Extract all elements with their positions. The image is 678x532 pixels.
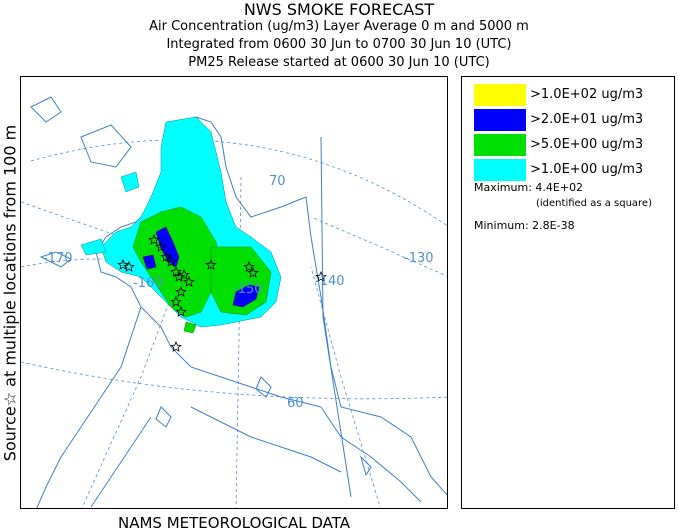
legend-label-1: >1.0E+00 ug/m3 <box>530 162 644 177</box>
label-lon-160: -160 <box>133 276 163 291</box>
legend-maximum: Maximum: 4.4E+02 <box>474 181 584 194</box>
legend-minimum: Minimum: 2.8E-38 <box>474 219 575 232</box>
smoke-plume <box>80 116 282 334</box>
source-side-label: Source☆ at multiple locations from 100 m <box>0 124 20 461</box>
label-lon-140: -140 <box>315 274 345 289</box>
label-lon-130: -130 <box>404 251 434 266</box>
source-star-marker <box>160 250 172 262</box>
label-lon-150: -150 <box>233 282 263 297</box>
source-star-marker <box>123 260 135 272</box>
subtitle-release: PM25 Release started at 0600 30 Jun 10 (… <box>188 55 490 70</box>
label-lon-170: -170 <box>43 251 73 266</box>
label-lat-60: 60 <box>287 396 304 411</box>
source-star-marker <box>155 240 167 252</box>
graticule <box>21 139 447 508</box>
footer-met-data: NAMS METEOROLOGICAL DATA <box>118 514 350 532</box>
source-star-marker <box>205 258 217 270</box>
source-star-marker <box>175 305 187 317</box>
legend-swatch-green <box>474 134 526 156</box>
graticule-labels: 70 -140 -130 -170 -160 -150 60 <box>43 174 434 411</box>
source-star-marker <box>170 295 182 307</box>
source-markers <box>117 233 327 352</box>
plume-20ug <box>155 226 180 268</box>
source-star-marker <box>247 266 259 278</box>
source-star-marker <box>170 340 182 352</box>
source-star-marker <box>117 258 129 270</box>
legend-panel: >1.0E+02 ug/m3 >2.0E+01 ug/m3 >5.0E+00 u… <box>461 76 675 509</box>
source-star-marker <box>243 260 255 272</box>
label-lat-70: 70 <box>269 174 286 189</box>
source-star-marker <box>178 268 190 280</box>
source-star-marker <box>148 233 160 245</box>
page-title: NWS SMOKE FORECAST <box>243 0 435 19</box>
source-star-marker <box>173 270 185 282</box>
source-star-marker <box>165 255 177 267</box>
legend-label-20: >2.0E+01 ug/m3 <box>530 112 644 127</box>
legend-label-5: >5.0E+00 ug/m3 <box>530 137 644 152</box>
legend-swatch-cyan <box>474 159 526 181</box>
source-side-label-container: Source☆ at multiple locations from 100 m <box>0 76 20 509</box>
legend-maximum-note: (identified as a square) <box>536 198 652 209</box>
legend-label-100: >1.0E+02 ug/m3 <box>530 87 644 102</box>
legend-swatch-blue <box>474 109 526 131</box>
source-star-marker <box>170 265 182 277</box>
legend-swatch-yellow <box>474 84 526 106</box>
subtitle-integration: Integrated from 0600 30 Jun to 0700 30 J… <box>166 37 512 52</box>
source-star-marker <box>175 285 187 297</box>
map-svg[interactable]: 70 -140 -130 -170 -160 -150 60 <box>21 77 448 509</box>
subtitle-concentration: Air Concentration (ug/m3) Layer Average … <box>149 19 529 34</box>
map-panel[interactable]: 70 -140 -130 -170 -160 -150 60 <box>20 76 448 509</box>
source-star-marker <box>183 275 195 287</box>
source-star-marker <box>315 270 327 282</box>
